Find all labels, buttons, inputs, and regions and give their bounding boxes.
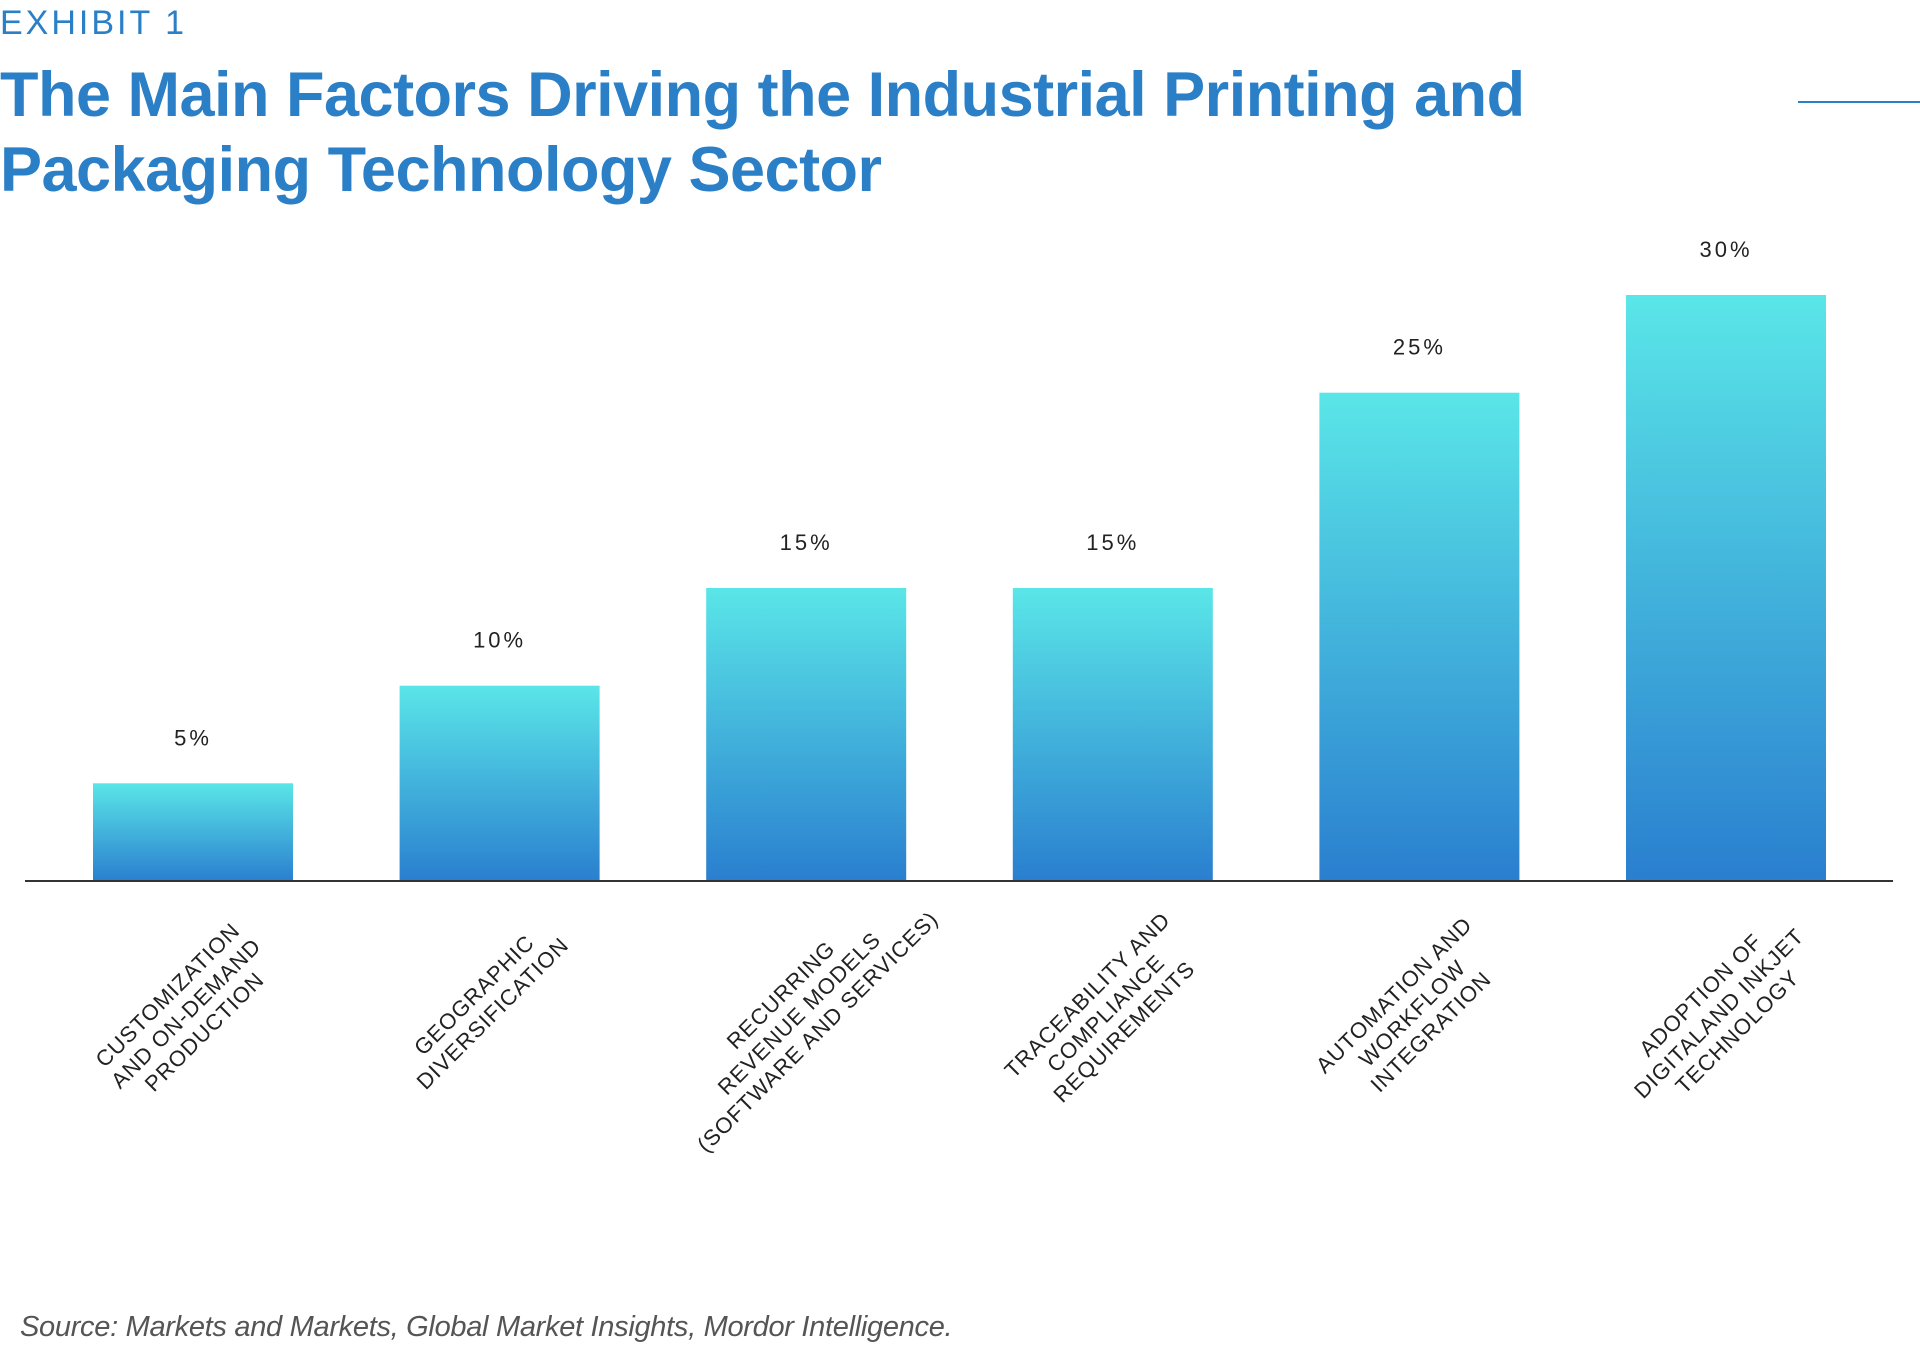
value-label-5: 25%: [1393, 335, 1446, 360]
source-note: Source: Markets and Markets, Global Mark…: [20, 1311, 953, 1343]
bar-1: [93, 783, 293, 881]
value-label-4: 15%: [1086, 530, 1139, 555]
category-label-text-5: AUTOMATION ANDWORKFLOWINTEGRATION: [1311, 912, 1514, 1115]
category-label-6: ADOPTION OFDIGITALAND INKJETTECHNOLOGY: [1611, 905, 1828, 1122]
category-label-line: DIVERSIFICATION: [412, 932, 574, 1094]
category-label-4: TRACEABILITY ANDCOMPLIANCEREQUIREMENTS: [1000, 907, 1212, 1119]
bar-6: [1626, 295, 1826, 881]
category-label-2: GEOGRAPHICDIVERSIFICATION: [393, 914, 573, 1094]
value-label-3: 15%: [780, 530, 833, 555]
bar-2: [399, 685, 600, 881]
exhibit-label: EXHIBIT 1: [0, 4, 187, 42]
category-label-1: CUSTOMIZATIONAND ON-DEMANDPRODUCTION: [88, 915, 285, 1112]
bars-group: [93, 295, 1826, 881]
title-rule: [1798, 101, 1920, 103]
category-label-line: REVENUE MODELS: [713, 927, 886, 1100]
bar-3: [706, 588, 907, 881]
value-labels-group: 5% 10% 15% 15% 25% 30%: [174, 237, 1752, 750]
category-label-text-6: ADOPTION OFDIGITALAND INKJETTECHNOLOGY: [1611, 905, 1828, 1122]
category-label-line: DIGITALAND INKJET: [1629, 923, 1809, 1103]
value-label-2: 10%: [473, 628, 526, 653]
category-label-3: RECURRINGREVENUE MODELS(SOFTWARE AND SER…: [655, 869, 943, 1157]
category-label-line: AND ON-DEMAND: [106, 933, 266, 1093]
chart-title: The Main Factors Driving the Industrial …: [0, 60, 1525, 205]
value-label-1: 5%: [174, 725, 212, 750]
category-label-text-3: RECURRINGREVENUE MODELS(SOFTWARE AND SER…: [655, 869, 943, 1157]
category-label-text-4: TRACEABILITY ANDCOMPLIANCEREQUIREMENTS: [1000, 907, 1212, 1119]
category-label-5: AUTOMATION ANDWORKFLOWINTEGRATION: [1311, 912, 1514, 1115]
category-label-text-1: CUSTOMIZATIONAND ON-DEMANDPRODUCTION: [88, 915, 285, 1112]
category-labels-group: CUSTOMIZATIONAND ON-DEMANDPRODUCTION GEOG…: [88, 869, 1828, 1157]
category-label-text-2: GEOGRAPHICDIVERSIFICATION: [393, 914, 573, 1094]
bar-4: [1012, 588, 1213, 881]
bar-5: [1319, 392, 1520, 881]
value-label-6: 30%: [1699, 237, 1752, 262]
